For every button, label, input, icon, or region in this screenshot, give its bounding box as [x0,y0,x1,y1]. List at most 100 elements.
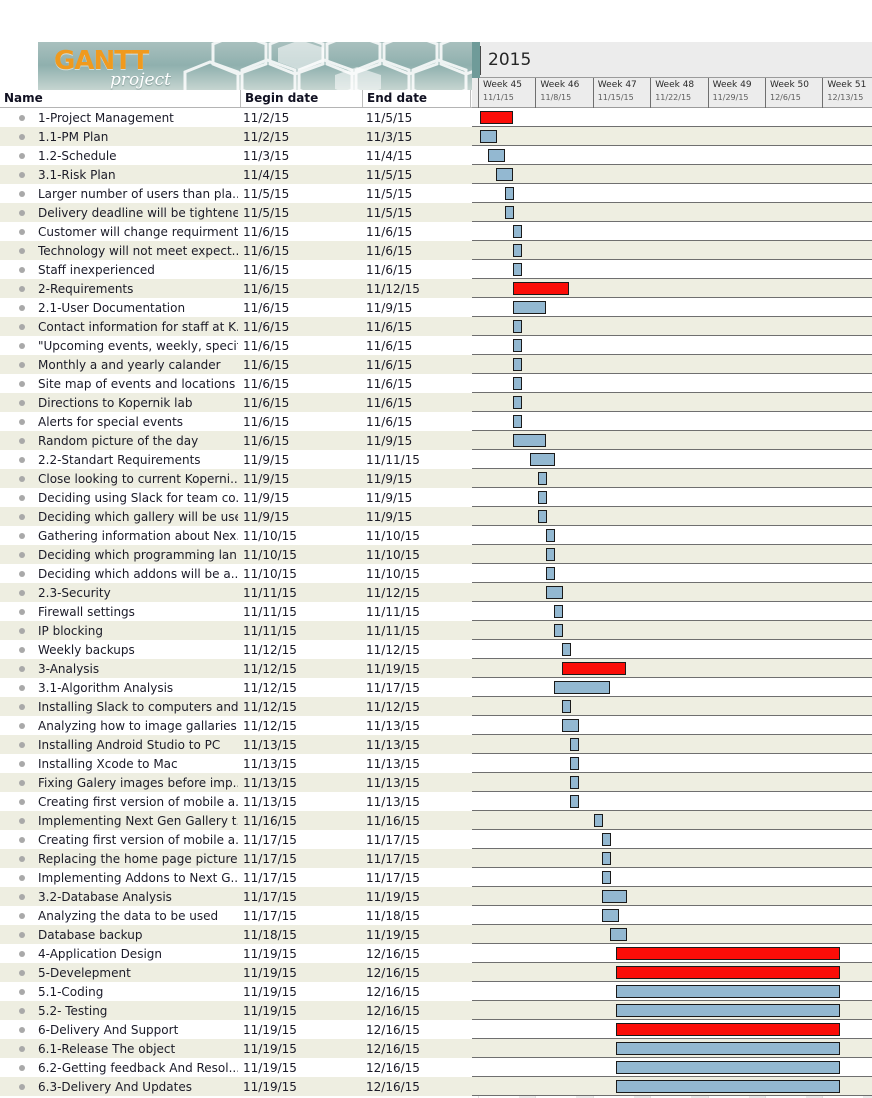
cell-task-name[interactable]: Directions to Kopernik lab [38,396,193,410]
cell-end-date[interactable]: 11/9/15 [366,472,413,486]
cell-end-date[interactable]: 11/9/15 [366,491,413,505]
gantt-task-bar[interactable] [513,301,546,314]
cell-begin-date[interactable]: 11/5/15 [243,187,290,201]
gantt-task-bar[interactable] [562,643,571,656]
cell-begin-date[interactable]: 11/6/15 [243,244,290,258]
cell-end-date[interactable]: 11/17/15 [366,852,420,866]
cell-task-name[interactable]: Contact information for staff at K... [38,320,238,334]
cell-begin-date[interactable]: 11/6/15 [243,225,290,239]
table-row[interactable]: Site map of events and locations 11/6/15 1… [0,374,872,393]
cell-end-date[interactable]: 11/5/15 [366,168,413,182]
cell-task-name[interactable]: Installing Android Studio to PC [38,738,221,752]
cell-end-date[interactable]: 12/16/15 [366,966,420,980]
table-row[interactable]: 2.1-User Documentation 11/6/15 11/9/15 [0,298,872,317]
cell-begin-date[interactable]: 11/9/15 [243,453,290,467]
cell-task-name[interactable]: 2.2-Standart Requirements [38,453,201,467]
cell-begin-date[interactable]: 11/13/15 [243,738,297,752]
cell-end-date[interactable]: 11/17/15 [366,681,420,695]
cell-begin-date[interactable]: 11/17/15 [243,909,297,923]
table-row[interactable]: Contact information for staff at K... 11/… [0,317,872,336]
table-row[interactable]: IP blocking 11/11/15 11/11/15 [0,621,872,640]
cell-begin-date[interactable]: 11/19/15 [243,966,297,980]
cell-begin-date[interactable]: 11/12/15 [243,643,297,657]
column-header-end-date[interactable]: End date [367,91,428,105]
cell-end-date[interactable]: 11/4/15 [366,149,413,163]
gantt-task-bar[interactable] [505,187,514,200]
cell-begin-date[interactable]: 11/19/15 [243,947,297,961]
cell-begin-date[interactable]: 11/16/15 [243,814,297,828]
cell-task-name[interactable]: Monthly a and yearly calander [38,358,221,372]
cell-task-name[interactable]: 3.1-Algorithm Analysis [38,681,174,695]
gantt-summary-bar[interactable] [616,1023,840,1036]
gantt-task-bar[interactable] [570,738,579,751]
table-row[interactable]: Delivery deadline will be tightened 11/5/… [0,203,872,222]
cell-end-date[interactable]: 11/19/15 [366,928,420,942]
table-row[interactable]: 1-Project Management 11/2/15 11/5/15 [0,108,872,127]
table-row[interactable]: Close looking to current Koperni... 11/9/… [0,469,872,488]
cell-task-name[interactable]: 5.2- Testing [38,1004,108,1018]
cell-task-name[interactable]: Deciding using Slack for team co... [38,491,238,505]
cell-task-name[interactable]: Random picture of the day [38,434,199,448]
cell-end-date[interactable]: 11/13/15 [366,757,420,771]
cell-begin-date[interactable]: 11/11/15 [243,586,297,600]
cell-end-date[interactable]: 11/10/15 [366,529,420,543]
gantt-task-bar[interactable] [513,396,522,409]
table-row[interactable]: 2-Requirements 11/6/15 11/12/15 [0,279,872,298]
cell-end-date[interactable]: 11/12/15 [366,586,420,600]
gantt-task-bar[interactable] [513,358,522,371]
cell-end-date[interactable]: 12/16/15 [366,1042,420,1056]
gantt-task-bar[interactable] [570,776,579,789]
cell-end-date[interactable]: 11/6/15 [366,396,413,410]
gantt-task-bar[interactable] [554,624,563,637]
cell-task-name[interactable]: 1-Project Management [38,111,174,125]
gantt-task-bar[interactable] [538,510,547,523]
gantt-task-bar[interactable] [570,757,579,770]
gantt-task-bar[interactable] [513,434,546,447]
gantt-task-bar[interactable] [616,1061,840,1074]
cell-task-name[interactable]: 5-Develepment [38,966,131,980]
cell-task-name[interactable]: IP blocking [38,624,103,638]
table-row[interactable]: 1.2-Schedule 11/3/15 11/4/15 [0,146,872,165]
cell-task-name[interactable]: Implementing Next Gen Gallery t... [38,814,238,828]
cell-end-date[interactable]: 11/6/15 [366,320,413,334]
table-row[interactable]: Technology will not meet expect... 11/6/1… [0,241,872,260]
gantt-task-bar[interactable] [602,871,611,884]
cell-task-name[interactable]: 3.2-Database Analysis [38,890,172,904]
cell-task-name[interactable]: 5.1-Coding [38,985,104,999]
cell-task-name[interactable]: Creating first version of mobile a... [38,795,238,809]
gantt-task-bar[interactable] [616,985,840,998]
cell-begin-date[interactable]: 11/19/15 [243,985,297,999]
cell-begin-date[interactable]: 11/3/15 [243,149,290,163]
gantt-task-bar[interactable] [480,130,497,143]
cell-end-date[interactable]: 11/11/15 [366,605,420,619]
gantt-task-bar[interactable] [570,795,579,808]
gantt-task-bar[interactable] [496,168,513,181]
cell-begin-date[interactable]: 11/6/15 [243,339,290,353]
cell-begin-date[interactable]: 11/6/15 [243,396,290,410]
cell-task-name[interactable]: 1.2-Schedule [38,149,117,163]
column-divider-1[interactable] [240,90,241,107]
cell-task-name[interactable]: Weekly backups [38,643,135,657]
cell-end-date[interactable]: 11/18/15 [366,909,420,923]
cell-begin-date[interactable]: 11/19/15 [243,1004,297,1018]
cell-end-date[interactable]: 11/6/15 [366,263,413,277]
cell-end-date[interactable]: 11/6/15 [366,339,413,353]
cell-begin-date[interactable]: 11/2/15 [243,130,290,144]
cell-end-date[interactable]: 11/9/15 [366,301,413,315]
gantt-task-bar[interactable] [513,415,522,428]
cell-task-name[interactable]: "Upcoming events, weekly, specif... [38,339,238,353]
gantt-task-bar[interactable] [513,244,522,257]
cell-task-name[interactable]: 6-Delivery And Support [38,1023,179,1037]
cell-end-date[interactable]: 11/5/15 [366,111,413,125]
cell-end-date[interactable]: 11/6/15 [366,377,413,391]
cell-begin-date[interactable]: 11/13/15 [243,795,297,809]
cell-end-date[interactable]: 11/16/15 [366,814,420,828]
cell-task-name[interactable]: Technology will not meet expect... [38,244,238,258]
gantt-task-bar[interactable] [513,263,522,276]
cell-task-name[interactable]: 3-Analysis [38,662,100,676]
cell-end-date[interactable]: 11/10/15 [366,548,420,562]
table-row[interactable]: Installing Slack to computers and... 11/1… [0,697,872,716]
table-row[interactable]: Implementing Addons to Next G... 11/17/15… [0,868,872,887]
cell-task-name[interactable]: 2.1-User Documentation [38,301,186,315]
cell-task-name[interactable]: 2-Requirements [38,282,134,296]
